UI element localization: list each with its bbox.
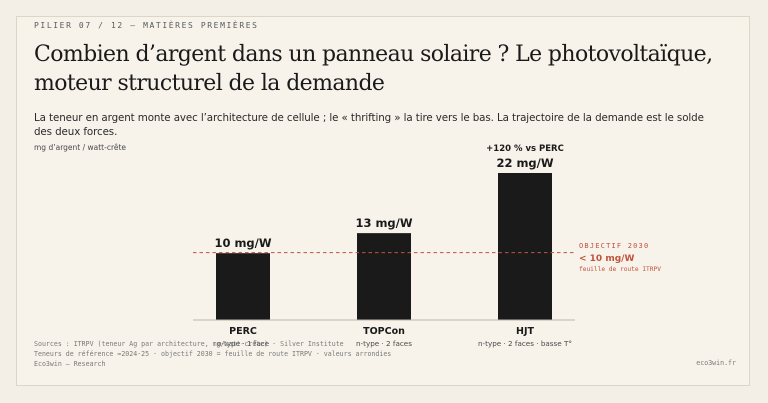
bar-hjt [498,173,552,320]
eyebrow: PILIER 07 / 12 — MATIÈRES PREMIÈRES [34,21,259,30]
bars-layer: 10 mg/W PERC p-type · 1 face 13 mg/W TOPCon n… [214,144,572,348]
category-label-hjt: HJT [516,326,534,337]
page-title: Combien d’argent dans un panneau solaire… [34,42,713,96]
objective-value-label: < 10 mg/W [579,254,634,264]
annotation-label: +120 % vs PERC [486,144,564,154]
objective-label: OBJECTIF 2030 [579,242,649,250]
category-label-topcon: TOPCon [363,326,405,337]
category-note-topcon: n-type · 2 faces [356,339,412,348]
value-label-hjt: 22 mg/W [496,156,553,170]
value-label-topcon: 13 mg/W [355,216,412,230]
footer-notes-line: Teneurs de référence ≈2024-25 · objectif… [34,350,392,358]
footer-sources: Sources : ITRPV (teneur Ag par architect… [34,339,391,369]
bar-perc [216,253,270,320]
category-note-perc: p-type · 1 face [217,339,270,348]
footer-sources-line: Sources : ITRPV (teneur Ag par architect… [34,340,344,348]
category-label-perc: PERC [229,326,257,337]
value-label-perc: 10 mg/W [214,236,271,250]
footer-site: eco3win.fr [696,359,736,367]
card [16,16,750,386]
footer-brand: Eco3win — Research [34,360,106,368]
bar-topcon [357,233,411,320]
subtitle: La teneur en argent monte avec l’archite… [34,112,704,138]
category-note-hjt: n-type · 2 faces · basse T° [478,339,572,348]
objective-note: feuille de route ITRPV [579,266,661,273]
y-axis-unit-label: mg d’argent / watt-crête [34,143,127,152]
